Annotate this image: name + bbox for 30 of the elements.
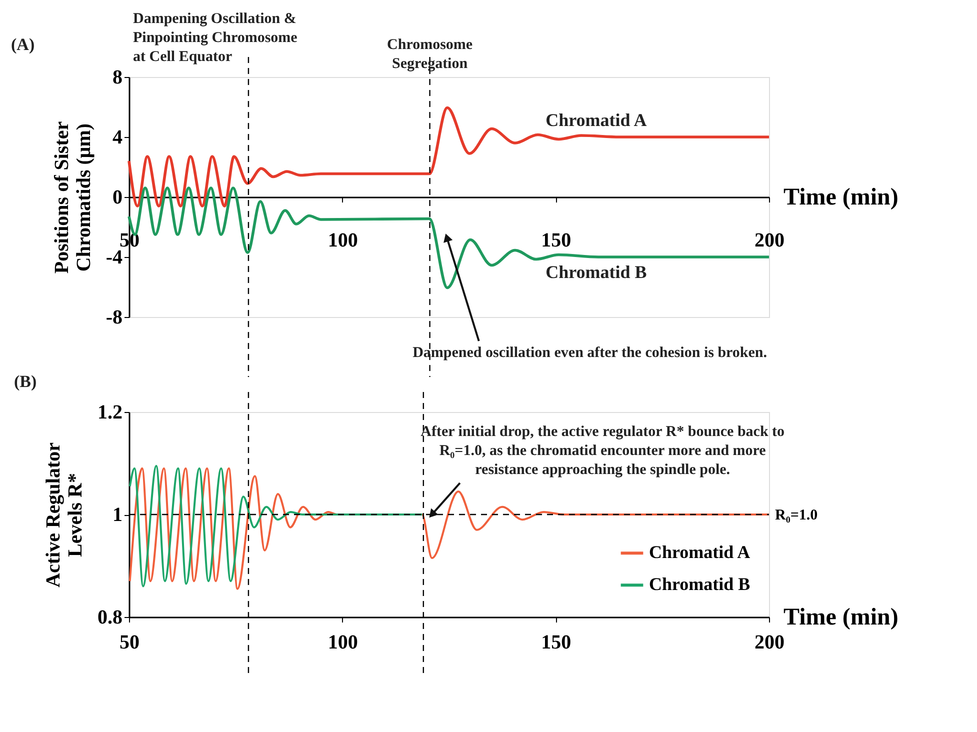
y-tick-label: 4 xyxy=(112,126,122,148)
text: Dampening Oscillation & Pinpointing Chromosome at Cell Equator xyxy=(133,11,298,65)
x-axis-title: Time (min) xyxy=(784,604,898,630)
series-label: Chromatid B xyxy=(546,262,647,282)
x-axis-title: Time (min) xyxy=(784,184,898,210)
y-tick-label: 1 xyxy=(112,504,122,526)
x-tick-label: 200 xyxy=(754,632,784,654)
x-tick-label: 200 xyxy=(754,230,784,252)
y-tick-label: -4 xyxy=(106,246,122,268)
series-label: Chromatid A xyxy=(546,110,647,130)
y-tick-label: -8 xyxy=(106,306,122,328)
annotation: After initial drop, the active regulator R* bounce back to R₀=1.0, as the chromatid encounter more and more resistance approaching the spindle pole. xyxy=(420,424,785,478)
text: (B) xyxy=(14,372,37,391)
y-axis-title: Active Regulator Levels R* xyxy=(42,442,86,588)
x-tick-label: 50 xyxy=(120,632,140,654)
annotation: Dampened oscillation even after the cohesion is broken. xyxy=(412,345,768,361)
y-tick-label: 0 xyxy=(112,186,122,208)
y-tick-label: 8 xyxy=(112,66,122,88)
legend-label: Chromatid B xyxy=(649,574,750,594)
x-tick-label: 150 xyxy=(541,230,572,252)
legend-label: Chromatid A xyxy=(649,542,750,562)
y-tick-label: 0.8 xyxy=(98,606,122,628)
y-tick-label: 1.2 xyxy=(98,402,122,424)
x-tick-label: 100 xyxy=(328,632,358,654)
text: (A) xyxy=(11,35,35,54)
x-tick-label: 150 xyxy=(541,632,572,654)
y-axis-title: Positions of Sister Chromatids (μm) xyxy=(50,121,95,274)
text: Chromosome Segregation xyxy=(387,37,473,72)
x-tick-label: 100 xyxy=(328,230,358,252)
ref-line-label: R₀=1.0 xyxy=(775,508,818,524)
